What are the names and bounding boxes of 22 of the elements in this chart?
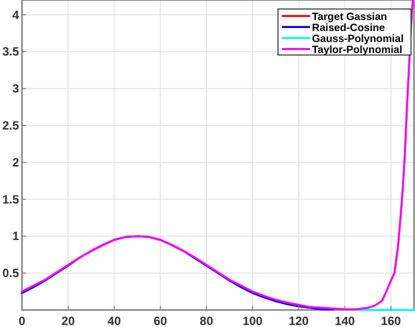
- y-tick-label: 2: [12, 155, 20, 170]
- x-tick-label: 60: [154, 314, 168, 327]
- x-tick-label: 160: [380, 314, 402, 327]
- legend-label: Taylor-Polynomial: [312, 44, 402, 56]
- x-tick-label: 120: [288, 314, 310, 327]
- x-tick-label: 40: [108, 314, 122, 327]
- legend-label: Gauss-Polynomial: [312, 33, 404, 45]
- y-tick-label: 1.5: [2, 192, 20, 206]
- x-tick-label: 0: [18, 314, 26, 327]
- y-tick-label: 1: [12, 229, 20, 244]
- legend-label: Raised-Cosine: [312, 22, 386, 34]
- y-tick-label: 4: [12, 8, 20, 22]
- y-tick-label: 2.5: [2, 118, 20, 132]
- y-tick-label: 3: [12, 82, 20, 96]
- x-tick-label: 20: [61, 314, 76, 327]
- y-tick-label: 0.5: [2, 266, 20, 280]
- y-tick-label: 3.5: [2, 44, 20, 59]
- x-tick-label: 140: [334, 314, 356, 327]
- x-tick-label: 80: [200, 314, 214, 327]
- x-tick-label: 100: [242, 314, 263, 327]
- line-series: [21, 0, 414, 310]
- legend-label: Target Gassian: [312, 11, 388, 23]
